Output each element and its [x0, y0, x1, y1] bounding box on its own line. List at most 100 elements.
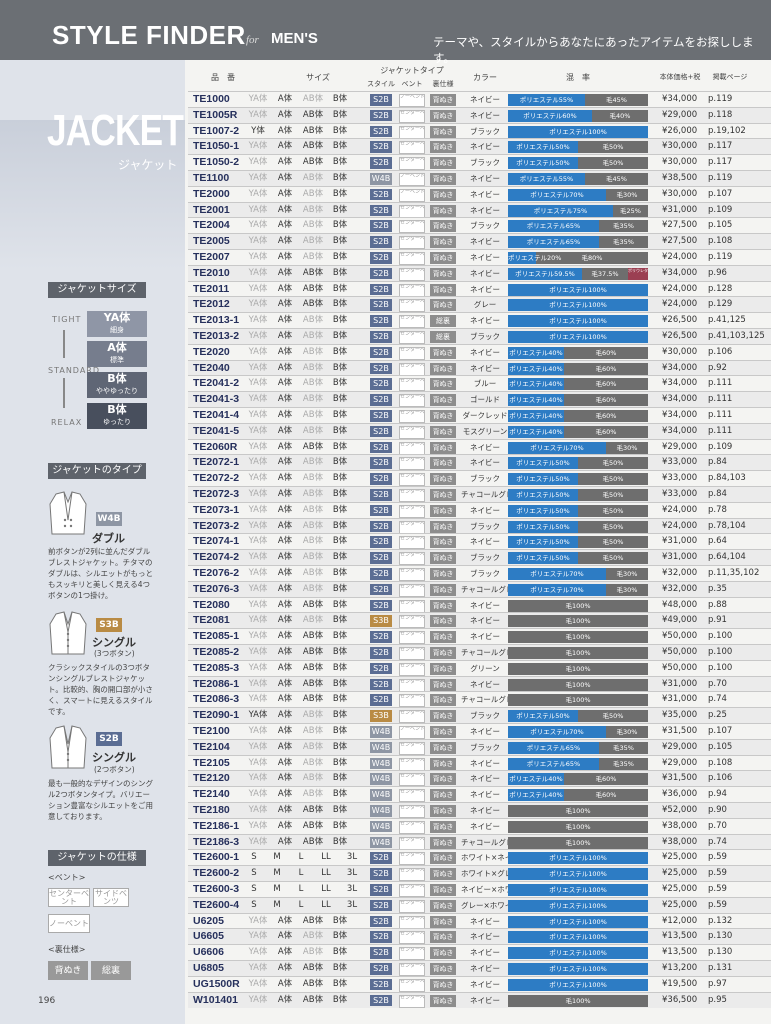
cell-color: モスグリーン — [462, 426, 508, 436]
type-sub-single2: (2つボタン) — [94, 765, 135, 774]
cell-code: TE1050-2 — [193, 156, 240, 169]
table-row: TE2186-1 YA体 A体 AB体 B体 W4B センターベント背ぬき ネイビー 毛100%… — [188, 817, 771, 835]
cell-lining-chip: 背ぬき — [430, 362, 456, 375]
cell-lining-chip: 総裏 — [430, 331, 456, 343]
cell-vent-chip: センターベント — [399, 757, 425, 771]
cell-vent-chip: センターベント — [399, 315, 425, 329]
cell-page: p.70 — [708, 820, 727, 831]
cell-code: U6605 — [193, 930, 224, 943]
cell-color: ネイビー — [470, 142, 500, 152]
cell-color: ネイビー×ホワイト — [461, 885, 528, 894]
cell-lining-chip: 背ぬき — [430, 978, 456, 991]
cell-price: ¥25,000 — [662, 884, 698, 894]
table-row: W101401 YA体 A体 AB体 B体 S2B センターベント背ぬき ネイビー 毛100% ¥… — [188, 991, 771, 1009]
table-row: TE2086-1 YA体 A体 AB体 B体 S2B センターベント背ぬき ネイビー 毛100%… — [188, 675, 771, 693]
cell-page: p.59 — [708, 899, 727, 910]
cell-code: TE2081 — [193, 614, 230, 627]
mix-polyester: ポリエステル20% — [508, 252, 562, 264]
cell-size: AB体 — [302, 931, 324, 942]
cell-color: ホワイト×グレー — [461, 869, 520, 879]
cell-mix-bar: ポリエステル40% 毛60% — [508, 425, 648, 438]
cell-lining-chip: 背ぬき — [430, 252, 456, 264]
cell-page: p.35 — [708, 583, 727, 594]
cell-size: A体 — [277, 631, 293, 642]
cell-size: L — [298, 884, 304, 894]
cell-size: YA体 — [248, 362, 268, 373]
cell-size: A体 — [277, 757, 293, 768]
cell-style-badge: S2B — [370, 125, 392, 138]
cell-lining-chip: 背ぬき — [430, 173, 456, 185]
cell-price: ¥13,500 — [662, 947, 698, 958]
cell-mix-bar: ポリエステル100% — [508, 963, 648, 975]
cell-size: YA体 — [248, 994, 268, 1005]
cell-size: B体 — [332, 931, 348, 942]
cell-page: p.91 — [708, 615, 727, 626]
cell-style-badge: W4B — [370, 173, 392, 185]
table-row: TE2020 YA体 A体 AB体 B体 S2B センターベント背ぬき ネイビーポリエステル4… — [188, 343, 771, 361]
cell-size: YA体 — [248, 710, 268, 721]
cell-size: B体 — [332, 757, 348, 768]
cell-size: YA体 — [248, 394, 268, 405]
cell-vent-chip: センターベント — [399, 931, 425, 945]
cell-size: B体 — [332, 362, 348, 373]
cell-size: A体 — [277, 204, 293, 215]
cell-size: B体 — [332, 236, 348, 247]
cell-style-badge: S2B — [370, 204, 392, 217]
table-row: TE2013-1 YA体 A体 AB体 B体 S2B センターベント総裏 ネイビーポリエステル… — [188, 312, 771, 329]
type-badge-s3b: S3B — [96, 618, 122, 632]
cell-size: AB体 — [302, 836, 324, 847]
cell-price: ¥26,500 — [662, 331, 698, 341]
cell-size: AB体 — [302, 662, 324, 673]
arrow-down-icon — [63, 378, 65, 408]
cell-mix-bar: ポリエステル50% 毛50% — [508, 504, 648, 517]
cell-mix-bar: ポリエステル70% 毛30% — [508, 726, 648, 738]
cell-color: ネイビー — [470, 679, 500, 689]
cell-style-badge: W4B — [370, 836, 392, 849]
mix-wool: 毛50% — [602, 522, 624, 531]
cell-size: 3L — [346, 868, 358, 879]
cell-lining-chip: 背ぬき — [430, 899, 456, 912]
cell-style-badge: S2B — [370, 504, 392, 517]
cell-price: ¥38,000 — [662, 820, 698, 831]
cell-color: ネイビー — [470, 600, 500, 610]
cell-vent-chip: センターベント — [399, 520, 425, 534]
mix-wool: 毛100% — [565, 649, 591, 657]
cell-color: チャコールグレー — [461, 584, 521, 594]
cell-code: TE2041-5 — [193, 424, 240, 437]
cell-size: 3L — [346, 899, 358, 910]
cell-size: B体 — [332, 710, 348, 721]
th-page: 掲載ページ — [712, 73, 748, 81]
cell-code: TE2180 — [193, 804, 230, 816]
cell-code: TE2120 — [193, 772, 230, 785]
cell-price: ¥24,000 — [662, 299, 698, 310]
cell-vent-chip: センターベント — [399, 694, 425, 708]
mix-polyester: ポリエステル75% — [508, 204, 613, 217]
table-row: TE2004 YA体 A体 AB体 B体 S2B センターベント背ぬき ブラックポリエステル6… — [188, 217, 771, 234]
cell-price: ¥34,000 — [662, 362, 698, 373]
cell-mix-bar: ポリエステル20% 毛80% — [508, 252, 648, 264]
cell-color: ブラック — [470, 711, 500, 721]
cell-size: M — [273, 884, 281, 894]
cell-size: YA体 — [248, 504, 268, 515]
cell-lining-chip: 背ぬき — [430, 884, 456, 896]
cell-size: YA体 — [248, 441, 268, 452]
cell-code: TE2085-1 — [193, 630, 240, 643]
cell-price: ¥50,000 — [662, 662, 698, 673]
table-row: TE2076-2 YA体 A体 AB体 B体 S2B センターベント背ぬき ブラックポリエステ… — [188, 565, 771, 582]
cell-style-badge: S2B — [370, 963, 392, 975]
cell-size: AB体 — [302, 125, 324, 136]
cell-style-badge: S2B — [370, 252, 392, 264]
mix-polyester: ポリエステル50% — [508, 457, 578, 470]
cell-lining-chip: 背ぬき — [430, 125, 456, 138]
cell-code: TE2013-1 — [193, 314, 240, 327]
mix-wool: 毛100% — [565, 696, 591, 705]
table-row: TE2010 YA体 A体 AB体 B体 S2B センターベント背ぬき ネイビーポリエステル5… — [188, 264, 771, 282]
cell-style-badge: S2B — [370, 94, 392, 106]
table-row: TE2072-1 YA体 A体 AB体 B体 S2B センターベント背ぬき ネイビーポリエステ… — [188, 454, 771, 472]
cell-mix-bar: ポリエステル50% 毛50% — [508, 520, 648, 533]
cell-size: AB体 — [302, 520, 324, 531]
cell-color: ネイビー — [470, 363, 500, 373]
mix-other: ポリウレタン3% — [628, 267, 648, 280]
table-row: TE2072-3 YA体 A体 AB体 B体 S2B センターベント背ぬきチャコールグレーポ… — [188, 486, 771, 503]
cell-size: A体 — [277, 947, 293, 958]
